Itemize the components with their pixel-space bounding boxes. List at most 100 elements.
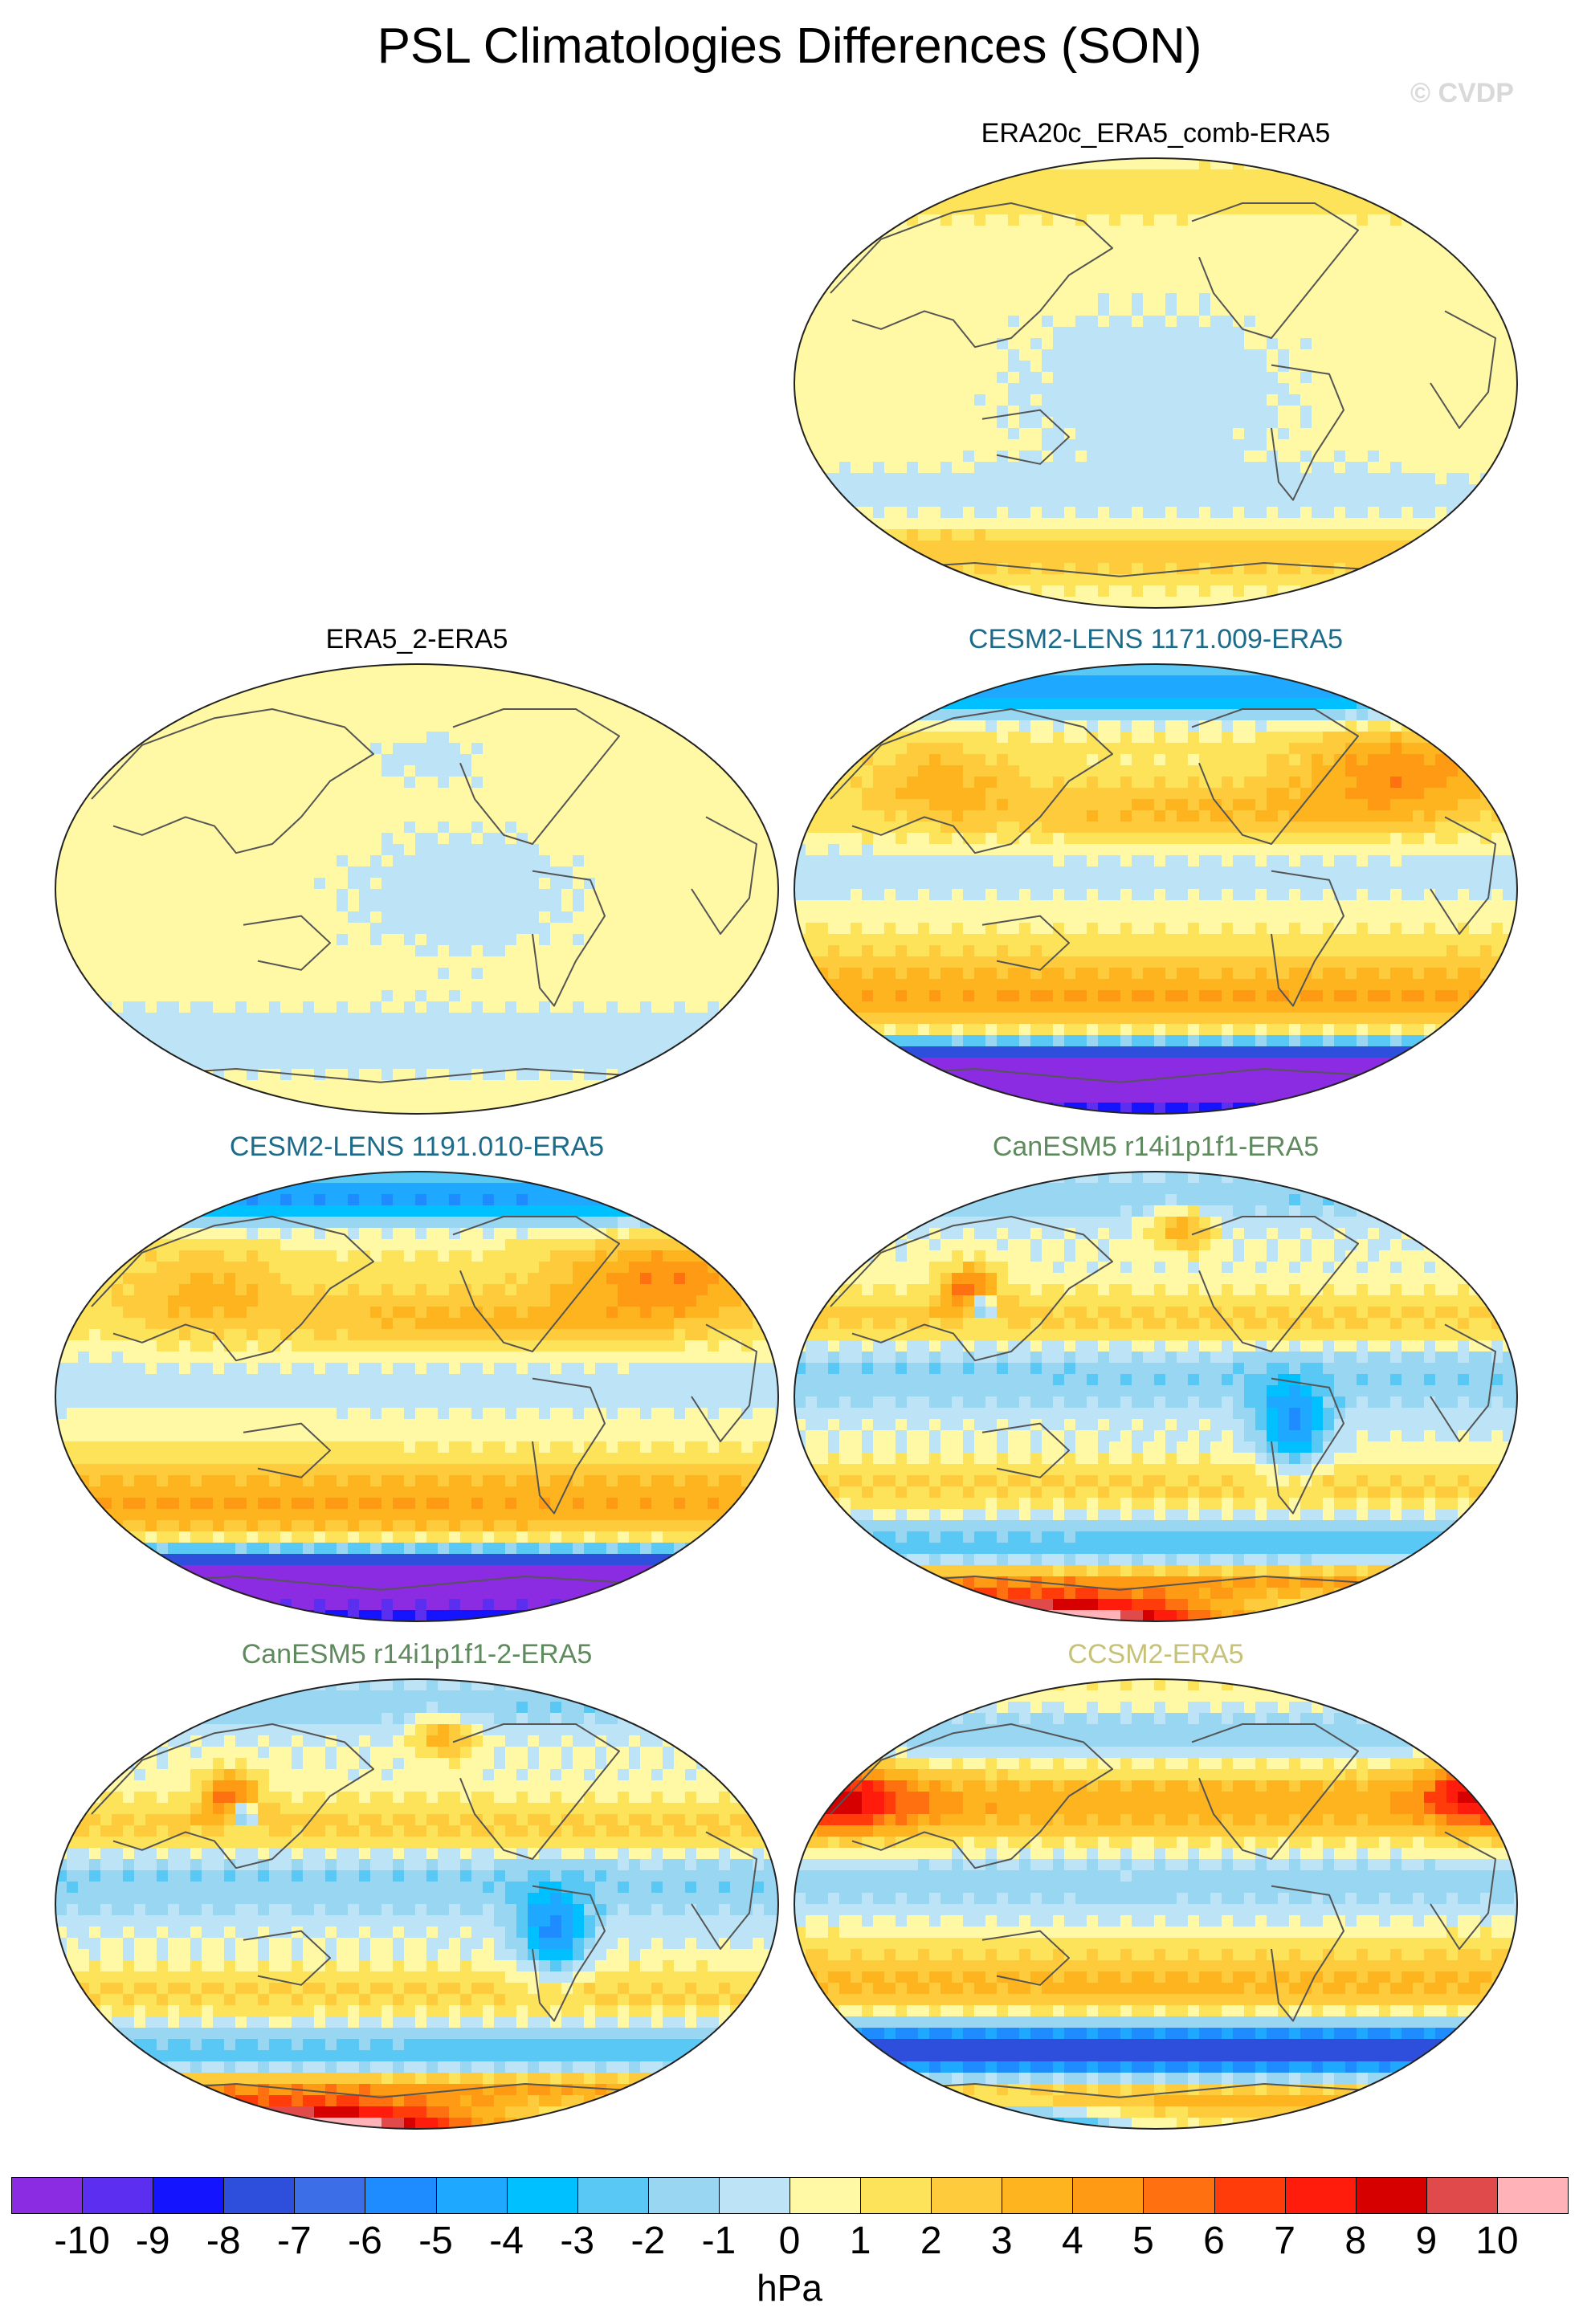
field-cell xyxy=(1300,597,1312,608)
field-cell xyxy=(1075,282,1087,294)
field-cell xyxy=(539,956,551,968)
field-cell xyxy=(190,664,202,676)
field-cell xyxy=(1514,214,1517,226)
field-cell xyxy=(1233,338,1245,350)
field-cell xyxy=(78,788,90,800)
field-cell xyxy=(1300,383,1312,395)
field-cell xyxy=(561,709,573,721)
field-cell xyxy=(415,855,427,867)
field-cell xyxy=(494,1035,506,1047)
field-cell xyxy=(1334,361,1346,373)
field-cell xyxy=(1143,451,1155,463)
field-cell xyxy=(1064,349,1076,361)
field-cell xyxy=(1188,316,1200,328)
field-cell xyxy=(348,732,360,744)
field-cell xyxy=(1345,406,1357,418)
field-cell xyxy=(438,968,450,980)
field-cell xyxy=(817,518,829,530)
field-cell xyxy=(651,990,663,1002)
field-cell xyxy=(1357,372,1369,384)
field-cell xyxy=(896,237,908,249)
field-cell xyxy=(1087,271,1099,283)
field-cell xyxy=(157,1058,169,1070)
field-cell xyxy=(1210,462,1222,474)
field-cell xyxy=(1300,304,1312,316)
field-cell xyxy=(963,462,975,474)
field-cell xyxy=(483,1069,495,1081)
field-cell xyxy=(1300,406,1312,418)
field-cell xyxy=(1413,540,1425,552)
field-cell xyxy=(1143,293,1155,305)
field-cell xyxy=(839,248,851,260)
field-cell xyxy=(1154,248,1166,260)
field-cell xyxy=(1357,203,1369,215)
field-cell xyxy=(828,383,840,395)
field-cell xyxy=(663,1013,675,1025)
field-cell xyxy=(1120,462,1132,474)
field-cell xyxy=(884,203,896,215)
field-cell xyxy=(1019,338,1031,350)
field-cell xyxy=(280,810,292,822)
field-cell xyxy=(1514,518,1517,530)
field-cell xyxy=(674,1058,686,1070)
field-cell xyxy=(1188,417,1200,429)
field-cell xyxy=(528,698,540,710)
field-cell xyxy=(806,552,818,564)
field-cell xyxy=(292,822,304,834)
field-cell xyxy=(618,822,630,834)
field-cell xyxy=(1424,451,1436,463)
field-cell xyxy=(1120,226,1132,238)
field-cell xyxy=(952,462,964,474)
field-cell xyxy=(1379,237,1391,249)
field-cell xyxy=(884,495,896,508)
field-cell xyxy=(741,743,753,755)
field-cell xyxy=(685,810,697,822)
field-cell xyxy=(573,743,585,755)
field-cell xyxy=(292,765,304,777)
field-cell xyxy=(1098,203,1110,215)
field-cell xyxy=(584,911,596,923)
field-cell xyxy=(884,484,896,496)
field-cell xyxy=(550,664,562,676)
field-cell xyxy=(280,788,292,800)
field-cell xyxy=(1390,316,1402,328)
field-cell xyxy=(1469,259,1481,271)
field-cell xyxy=(1210,214,1222,226)
field-cell xyxy=(370,743,382,755)
field-cell xyxy=(595,765,607,777)
field-cell xyxy=(415,765,427,777)
field-cell xyxy=(696,788,708,800)
field-cell xyxy=(1233,259,1245,271)
field-cell xyxy=(663,810,675,822)
field-cell xyxy=(1109,304,1121,316)
field-cell xyxy=(651,923,663,935)
field-cell xyxy=(1098,439,1110,451)
field-cell xyxy=(1469,495,1481,508)
field-cell xyxy=(1255,507,1267,519)
field-cell xyxy=(1222,417,1234,429)
field-cell xyxy=(381,743,394,755)
field-cell xyxy=(873,338,885,350)
field-cell xyxy=(719,889,731,901)
field-cell xyxy=(438,1035,450,1047)
field-cell xyxy=(794,439,806,451)
field-cell xyxy=(1402,585,1414,597)
field-cell xyxy=(817,361,829,373)
field-cell xyxy=(1289,181,1301,193)
field-cell xyxy=(269,810,281,822)
field-cell xyxy=(1132,259,1144,271)
field-cell xyxy=(438,911,450,923)
field-cell xyxy=(258,1001,270,1013)
field-cell xyxy=(123,956,135,968)
field-cell xyxy=(426,1046,439,1058)
field-cell xyxy=(449,911,461,923)
field-cell xyxy=(584,844,596,856)
field-cell xyxy=(1087,540,1099,552)
field-cell xyxy=(606,754,618,766)
field-cell xyxy=(1177,394,1189,406)
field-cell xyxy=(884,327,896,339)
field-cell xyxy=(1289,237,1301,249)
field-cell xyxy=(1413,394,1425,406)
field-cell xyxy=(595,1024,607,1036)
field-cell xyxy=(985,372,998,384)
